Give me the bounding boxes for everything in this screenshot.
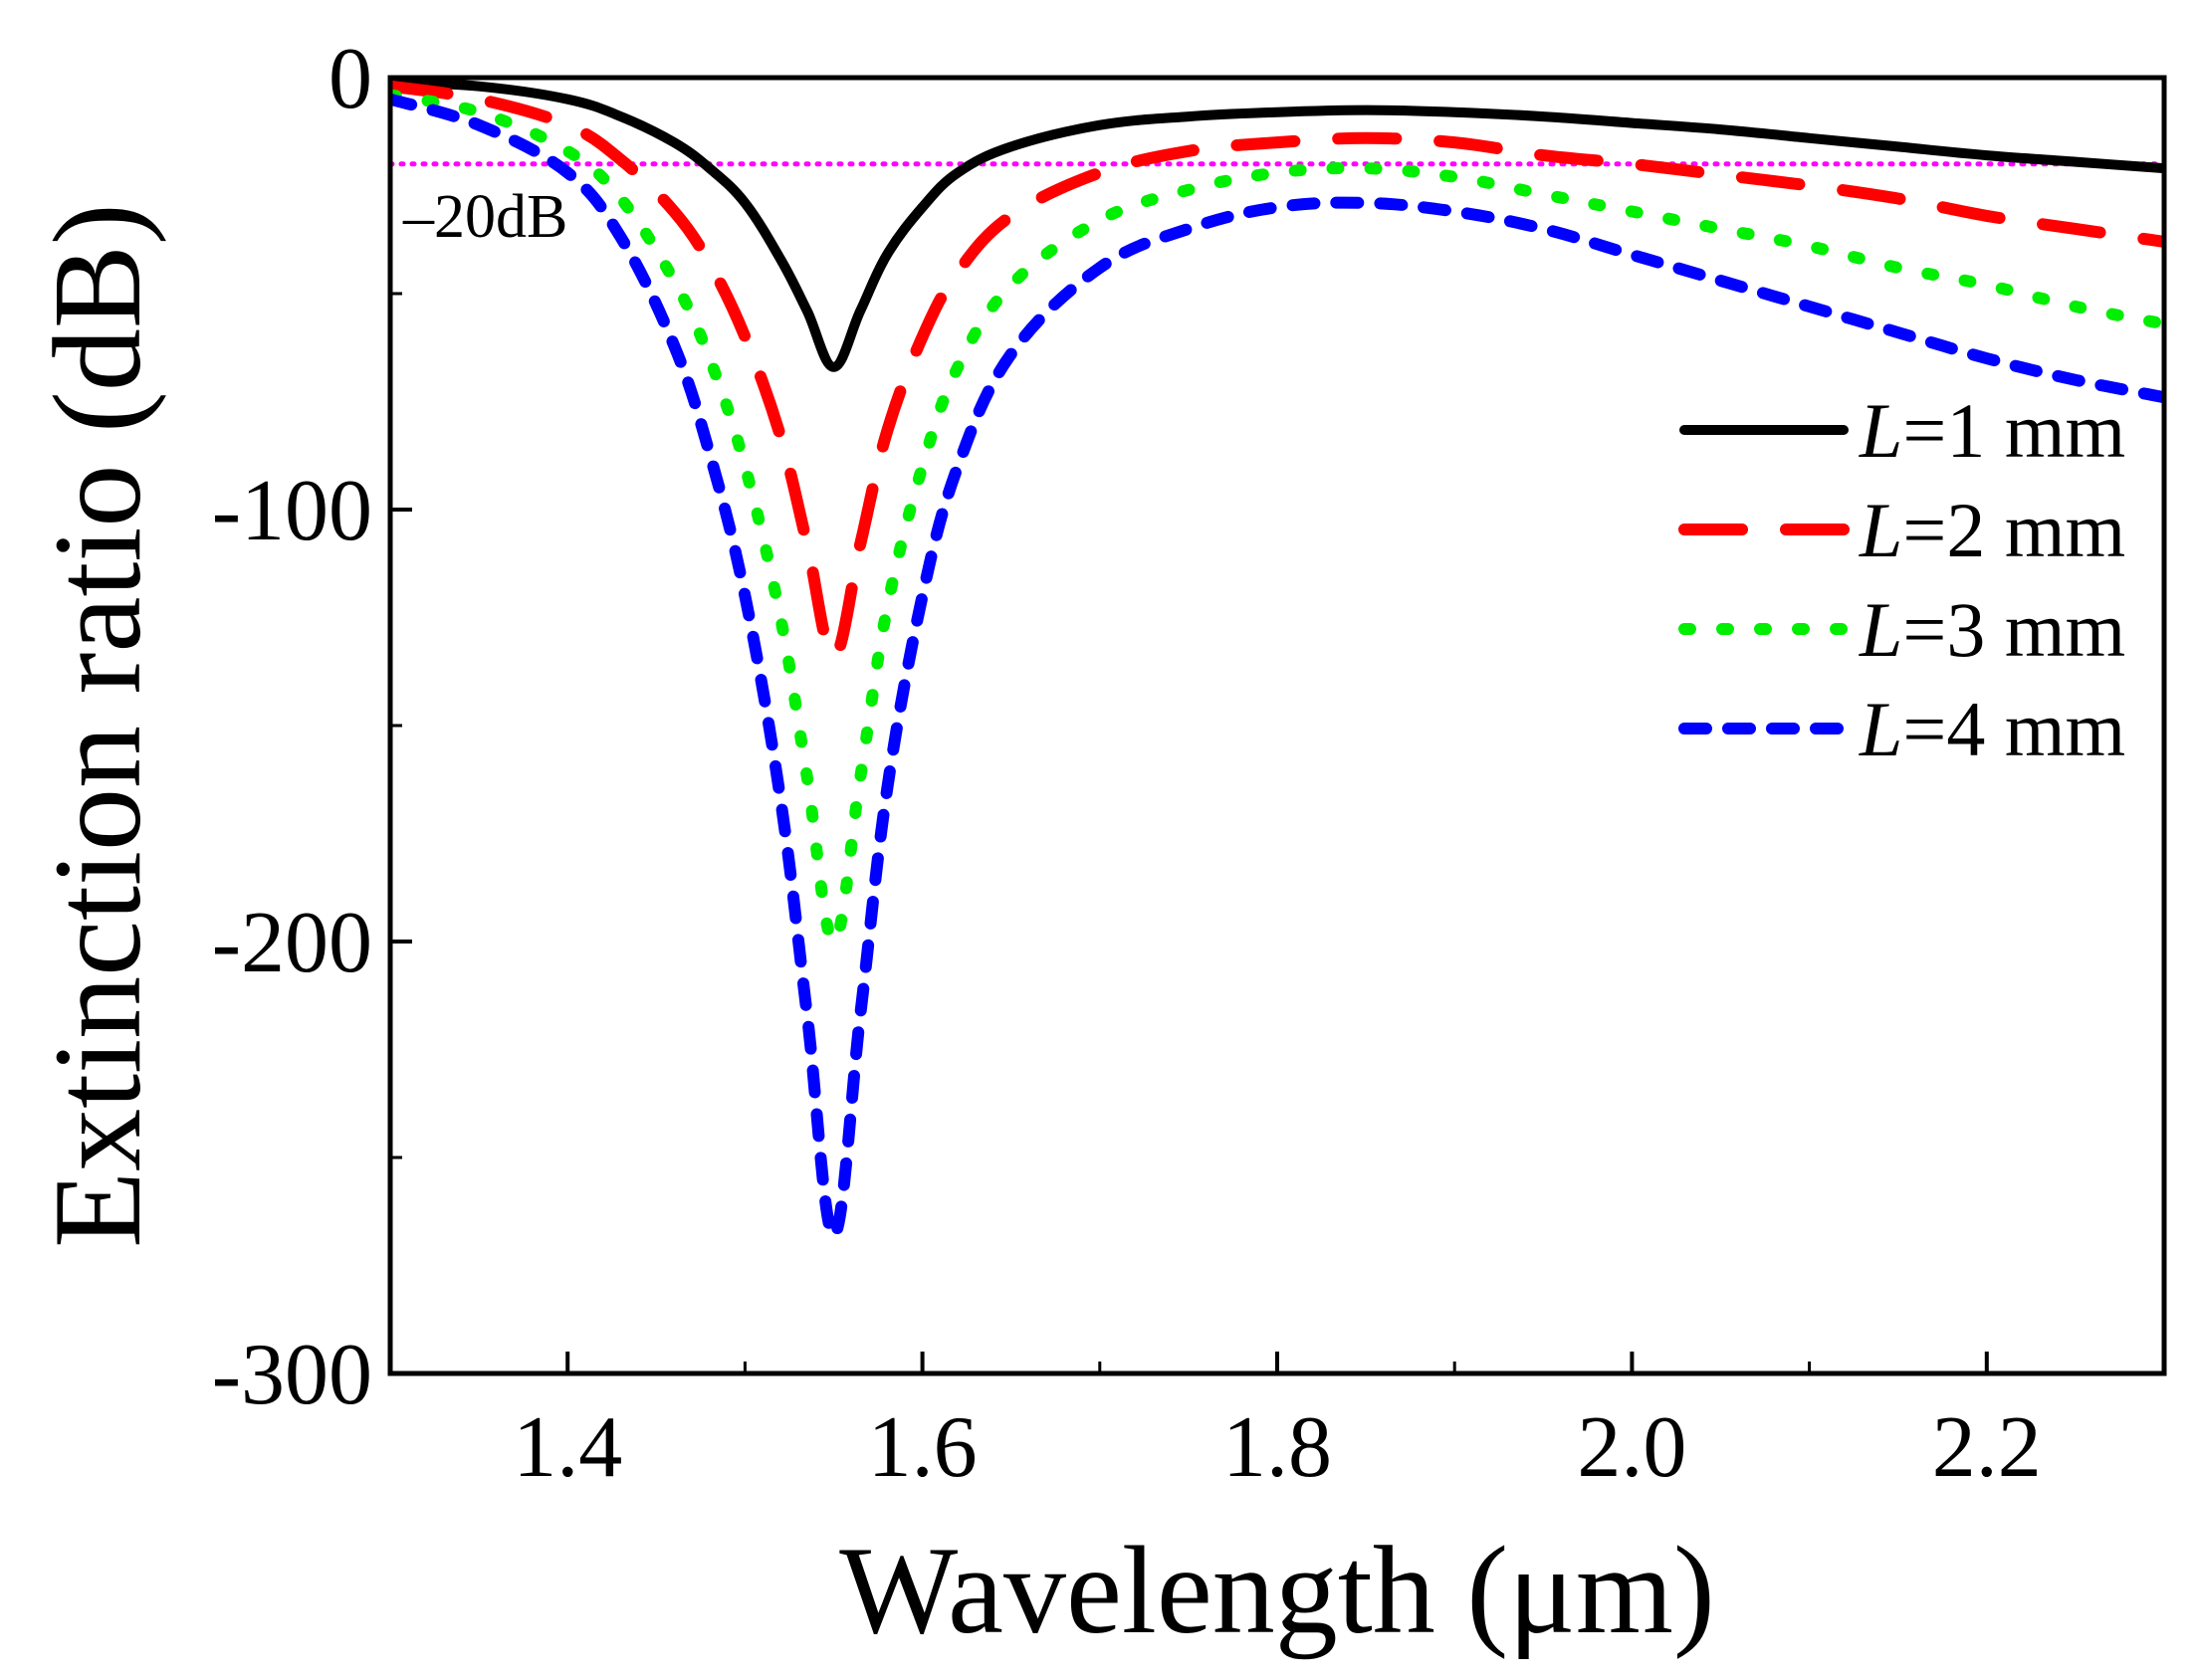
x-tick-label: 1.8 [1222,1399,1332,1496]
ticks-layer: 1.4 1.6 1.8 2.0 2.2 0 -100 -200 -300 [212,31,2042,1496]
reference-line-label: –20dB [402,183,567,251]
legend-label-variable: L [1859,686,1902,772]
legend-label-3: L=3 mm [1859,586,2125,673]
legend-label-2: L=2 mm [1859,487,2125,573]
legend-label-4: L=4 mm [1859,686,2125,772]
x-axis-title: Wavelength (μm) [839,1522,1715,1660]
series-line-3 [390,89,2164,947]
y-tick-label: 0 [329,31,372,127]
y-tick-label: -100 [212,463,372,559]
legend-label-value: =2 mm [1902,487,2125,573]
legend-label-value: =1 mm [1902,387,2125,474]
y-tick-label: -200 [212,895,372,991]
y-tick-label: -300 [212,1327,372,1423]
legend-label-variable: L [1859,586,1902,673]
legend-label-1: L=1 mm [1859,387,2125,474]
series-layer [390,78,2164,1242]
x-tick-label: 1.4 [513,1399,622,1496]
legend-label-value: =4 mm [1902,686,2125,772]
x-tick-label: 2.0 [1577,1399,1686,1496]
series-line-4 [390,93,2164,1242]
legend-label-value: =3 mm [1902,586,2125,673]
series-line-2 [390,80,2164,663]
series-line-1 [390,78,2164,372]
x-tick-label: 1.6 [868,1399,978,1496]
legend: L=1 mmL=2 mmL=3 mmL=4 mm [1678,387,2125,772]
x-tick-label: 2.2 [1932,1399,2042,1496]
legend-label-variable: L [1859,487,1902,573]
y-axis-title: Extinction ratio (dB) [29,203,167,1248]
legend-label-variable: L [1859,387,1902,474]
